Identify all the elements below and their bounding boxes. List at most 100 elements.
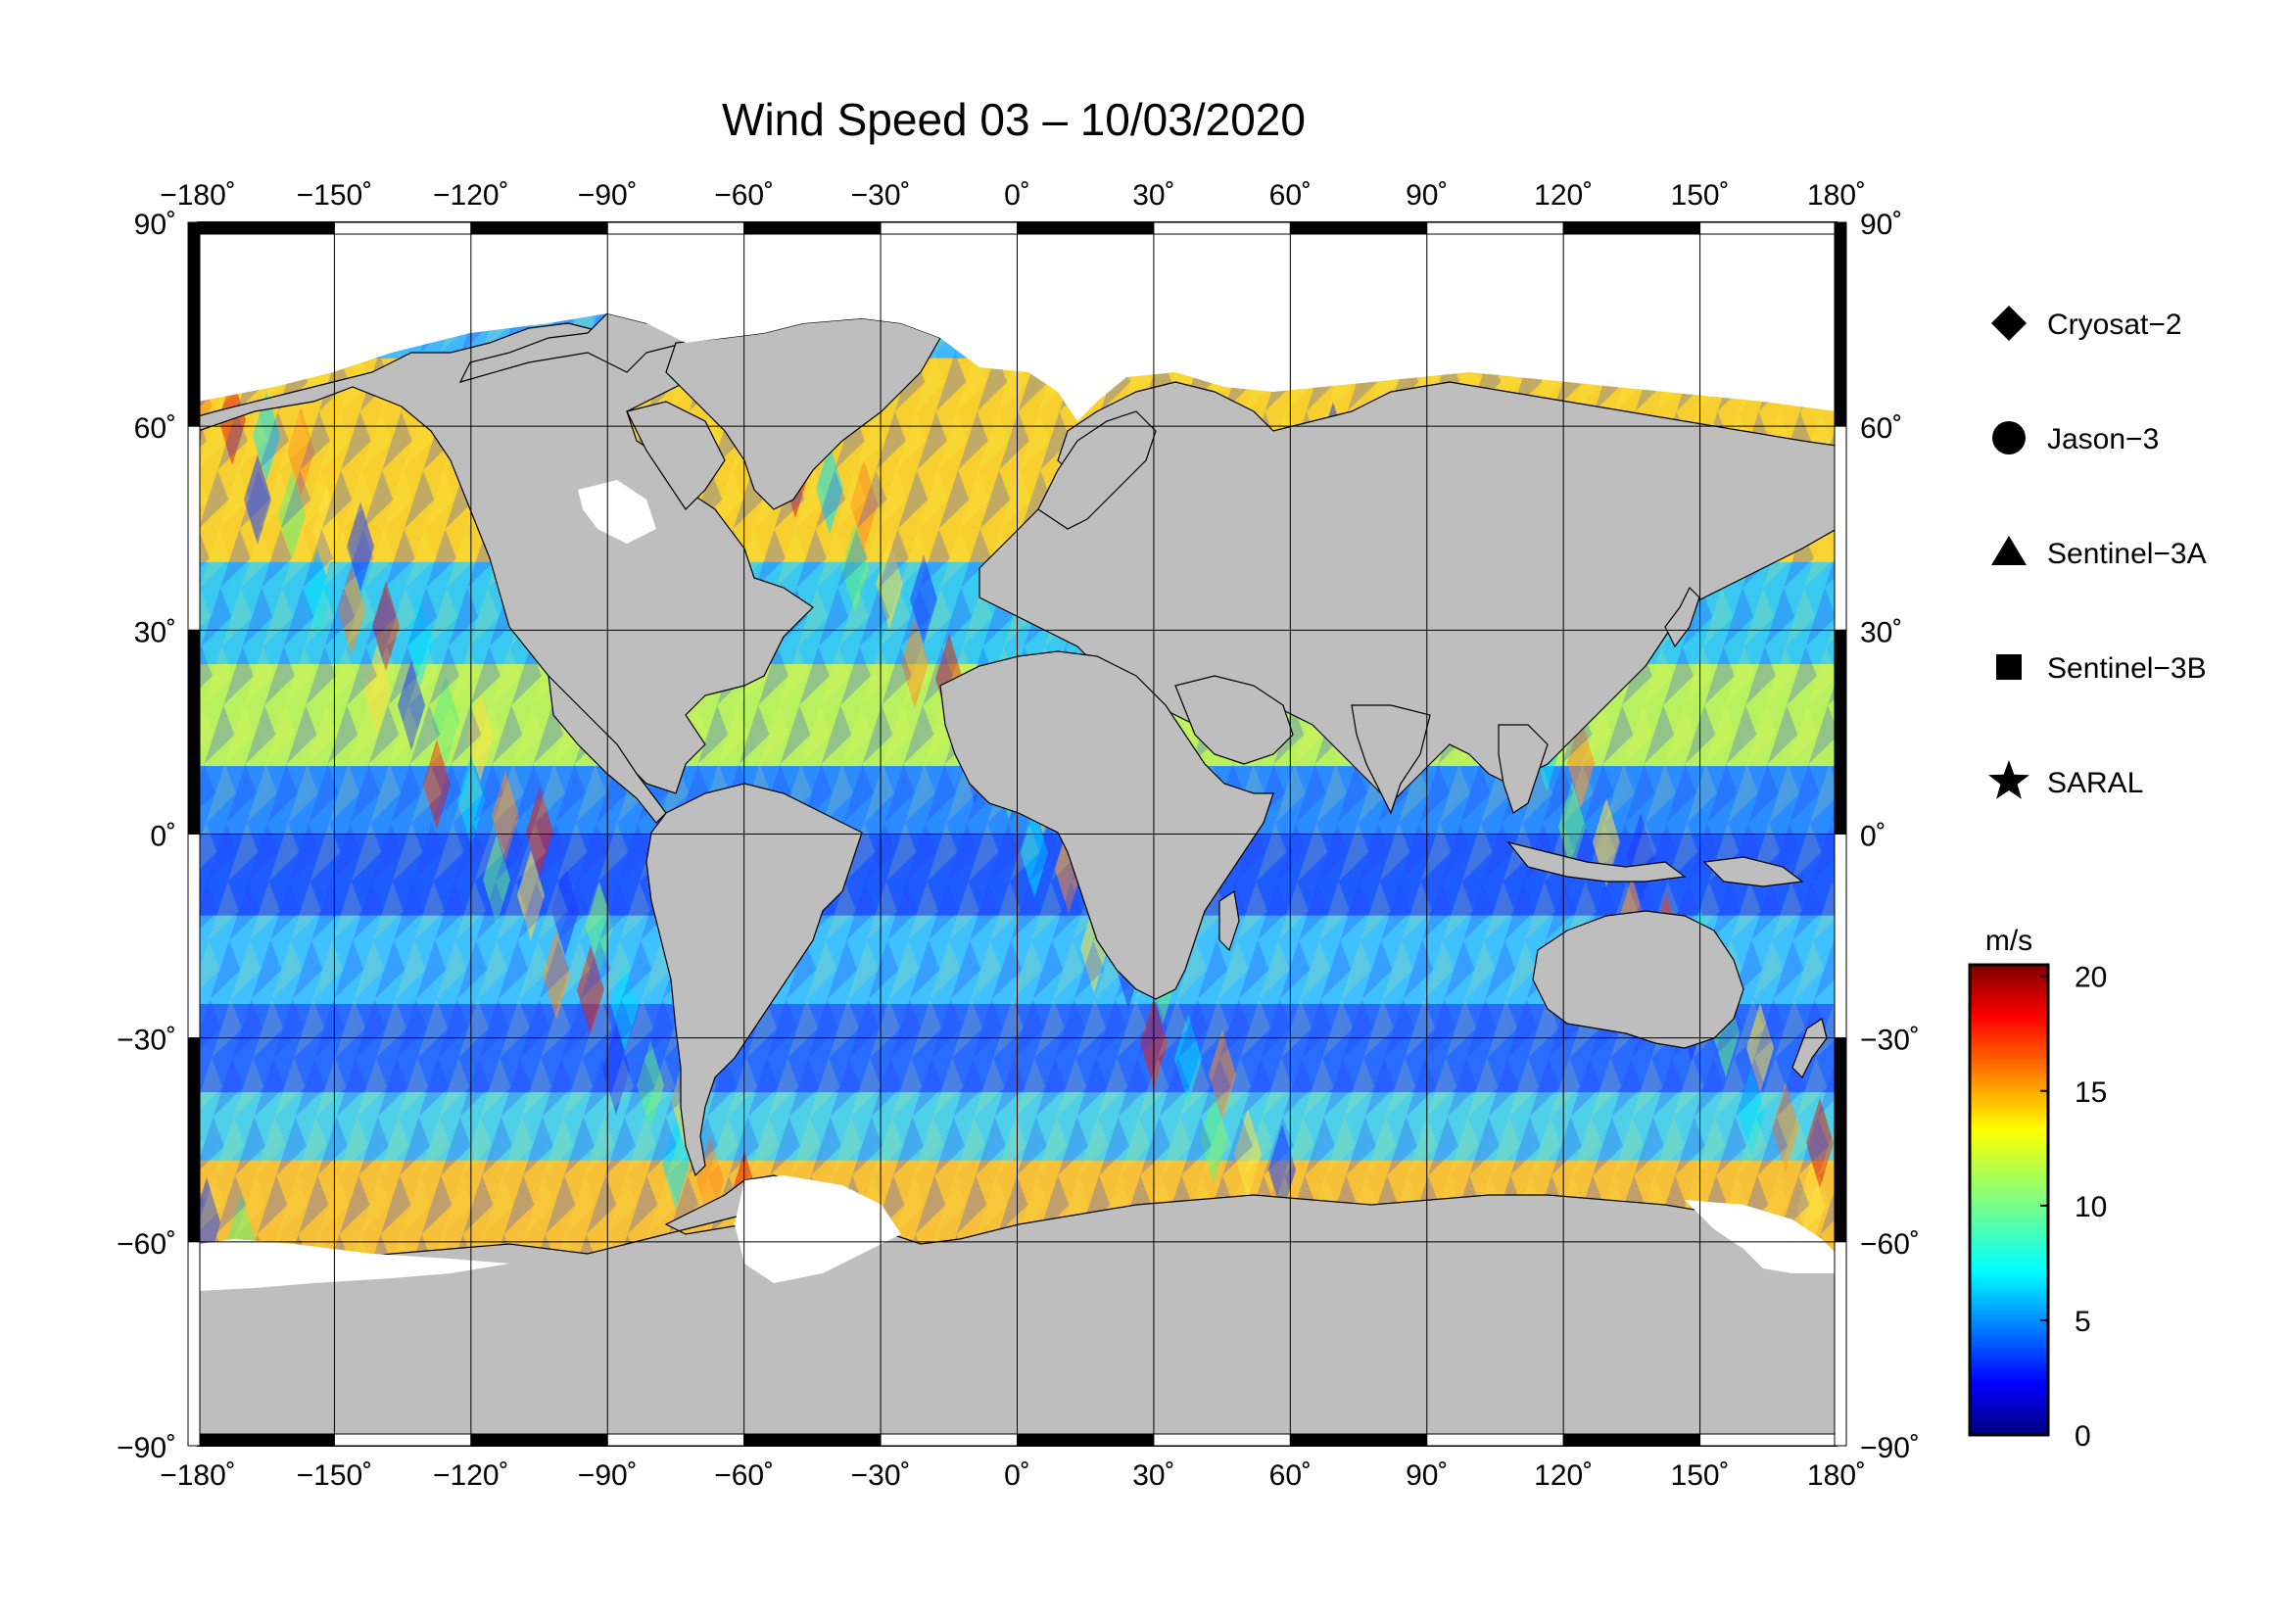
lon-tick-label-bottom: −90˚: [578, 1459, 638, 1492]
satellite-legend: Cryosat−2 Jason−3 Sentinel−3A Sentinel−3B SA…: [1988, 306, 2207, 799]
legend-label: Jason−3: [2047, 423, 2159, 455]
colorbar-tick-label: 15: [2075, 1076, 2107, 1109]
map-area: [198, 222, 1837, 1446]
frame-segment-left: [187, 425, 201, 631]
lat-tick-label-left: 0˚: [150, 821, 176, 853]
lon-tick-label-top: −180˚: [160, 179, 236, 212]
legend-item: Jason−3: [1992, 421, 2159, 455]
lat-tick-label-left: −90˚: [117, 1432, 176, 1464]
frame-segment-top: [606, 221, 745, 235]
land-baffin-island: [626, 401, 726, 510]
frame-segment-bottom: [1289, 1433, 1428, 1447]
land-madagascar: [1218, 889, 1240, 952]
frame-segment-bottom: [606, 1433, 745, 1447]
frame-segment-top: [743, 221, 882, 235]
legend-item: Sentinel−3B: [1996, 652, 2207, 685]
lon-tick-label-top: −60˚: [714, 179, 774, 212]
lon-tick-label-top: 180˚: [1807, 179, 1866, 212]
ice-antarctic-weddell: [735, 1175, 901, 1283]
lat-tick-label-left: 60˚: [134, 412, 176, 445]
frame-segment-top: [333, 221, 472, 235]
lon-labels-top: −180˚ −150˚ −120˚ −90˚ −60˚ −30˚ 0˚ 30˚ 60˚ 90˚ 12…: [160, 179, 1866, 212]
lon-tick-label-top: 0˚: [1004, 179, 1030, 212]
land-japan: [1664, 586, 1700, 648]
frame-segment-left: [187, 834, 201, 1039]
lon-tick-label-bottom: −180˚: [160, 1459, 236, 1492]
legend-item: SARAL: [1988, 760, 2143, 799]
land-arabia: [1174, 675, 1294, 765]
map-frame: [187, 221, 1847, 1447]
land-new-guinea: [1702, 856, 1804, 887]
frame-segment-right: [1834, 834, 1847, 1039]
lat-tick-label-left: −30˚: [117, 1025, 176, 1057]
colorbar-tick-label: 5: [2075, 1306, 2091, 1338]
ice-hudson-bay: [578, 480, 656, 544]
legend-label: Sentinel−3A: [2047, 538, 2207, 570]
colorbar-tick-label: 10: [2075, 1191, 2107, 1223]
colorbar-unit: m/s: [1985, 925, 2032, 957]
square-marker-icon: [1996, 654, 2022, 680]
colorbar: m/s 0 5 10 15 20: [1968, 925, 2107, 1453]
triangle-marker-icon: [1991, 536, 2027, 565]
frame-segment-bottom: [743, 1433, 882, 1447]
lat-tick-label-right: −90˚: [1860, 1432, 1920, 1464]
legend-label: SARAL: [2047, 767, 2143, 799]
lat-tick-label-left: 90˚: [134, 209, 176, 241]
land-south-america: [645, 783, 863, 1177]
frame-segment-bottom: [1562, 1433, 1701, 1447]
lon-tick-label-bottom: 120˚: [1534, 1459, 1593, 1492]
circle-marker-icon: [1992, 421, 2026, 454]
frame-segment-bottom: [880, 1433, 1018, 1447]
frame-segment-top: [470, 221, 608, 235]
legend-label: Sentinel−3B: [2047, 652, 2207, 685]
lon-tick-label-top: −150˚: [297, 179, 373, 212]
frame-segment-left: [187, 221, 201, 427]
ice-antarctic-east: [1685, 1200, 1837, 1273]
lon-tick-label-bottom: 180˚: [1807, 1459, 1866, 1492]
frame-segment-top: [197, 221, 335, 235]
lat-labels-right: 90˚ 60˚ 30˚ 0˚ −30˚ −60˚ −90˚: [1860, 209, 1920, 1464]
frame-segment-left: [187, 1241, 201, 1447]
lon-labels-bottom: −180˚ −150˚ −120˚ −90˚ −60˚ −30˚ 0˚ 30˚ 60˚ 90˚ 12…: [160, 1459, 1866, 1492]
frame-segment-top: [880, 221, 1018, 235]
lon-tick-label-bottom: −120˚: [433, 1459, 509, 1492]
lon-tick-label-top: −90˚: [578, 179, 638, 212]
lat-tick-label-left: 30˚: [134, 616, 176, 648]
lat-tick-label-right: −30˚: [1860, 1025, 1920, 1057]
lat-labels-left: 90˚ 60˚ 30˚ 0˚ −30˚ −60˚ −90˚: [117, 209, 176, 1464]
land-indochina: [1498, 724, 1549, 814]
lon-tick-label-bottom: 150˚: [1671, 1459, 1730, 1492]
frame-segment-top: [1562, 221, 1701, 235]
graticule: [198, 222, 1837, 1446]
land-india: [1351, 704, 1431, 815]
frame-segment-bottom: [1153, 1433, 1291, 1447]
frame-segment-bottom: [1017, 1433, 1155, 1447]
frame-segment-top: [1289, 221, 1428, 235]
frame-segment-right: [1834, 629, 1847, 835]
frame-segment-left: [187, 629, 201, 835]
frame-segment-bottom: [1699, 1433, 1838, 1447]
lon-tick-label-top: −30˚: [851, 179, 911, 212]
lon-tick-label-bottom: −150˚: [297, 1459, 373, 1492]
colorbar-ticks: 0 5 10 15 20: [2040, 962, 2107, 1453]
land-new-zealand: [1791, 1018, 1828, 1079]
star-marker-icon: [1988, 760, 2029, 799]
land-africa: [939, 650, 1274, 1000]
lon-tick-label-top: 90˚: [1406, 179, 1448, 212]
frame-segment-top: [1426, 221, 1564, 235]
ice-antarctic-ross: [198, 1239, 509, 1291]
lon-tick-label-bottom: 0˚: [1004, 1459, 1030, 1492]
frame-segment-top: [1153, 221, 1291, 235]
frame-segment-bottom: [197, 1433, 335, 1447]
legend-item: Sentinel−3A: [1991, 536, 2207, 570]
land-indonesia: [1506, 840, 1687, 883]
land-north-america: [198, 322, 814, 794]
lon-tick-label-top: −120˚: [433, 179, 509, 212]
frame-segment-bottom: [1426, 1433, 1564, 1447]
lon-tick-label-bottom: 30˚: [1132, 1459, 1174, 1492]
lon-tick-label-bottom: −60˚: [714, 1459, 774, 1492]
lon-tick-label-bottom: 90˚: [1406, 1459, 1448, 1492]
frame-segment-top: [1017, 221, 1155, 235]
lat-tick-label-right: 60˚: [1860, 412, 1902, 445]
